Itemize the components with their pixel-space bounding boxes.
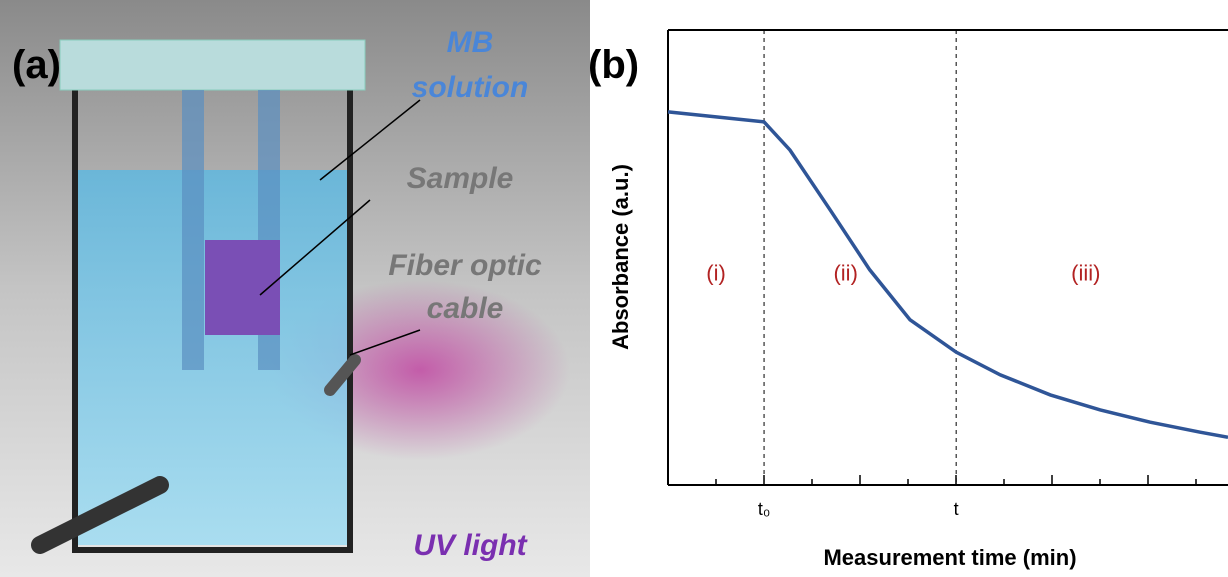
label: cable: [427, 292, 504, 325]
label: solution: [412, 71, 529, 104]
lid: [60, 40, 365, 90]
holder: [182, 90, 204, 370]
plot: [668, 30, 1228, 485]
line: [668, 112, 1228, 437]
figure: (a) MB solution Sample Fiber optic cable…: [0, 0, 1228, 577]
solution: [75, 170, 350, 545]
panel-label: (b): [588, 43, 639, 87]
panel-a: (a) MB solution Sample Fiber optic cable…: [0, 0, 590, 577]
label: MB: [447, 26, 494, 59]
annotation: (i): [706, 260, 726, 285]
panel-label: (a): [12, 43, 61, 87]
annotation: (ii): [833, 260, 857, 285]
y-axis-label: Absorbance (a.u.): [608, 164, 633, 350]
x-axis-label: Measurement time (min): [823, 545, 1076, 570]
label: Sample: [407, 162, 514, 195]
label: Fiber optic: [388, 249, 542, 282]
label: UV light: [413, 529, 528, 562]
x-tick-label: t₀: [758, 499, 770, 519]
x-tick-label: t: [954, 499, 959, 519]
annotation: (iii): [1071, 260, 1100, 285]
